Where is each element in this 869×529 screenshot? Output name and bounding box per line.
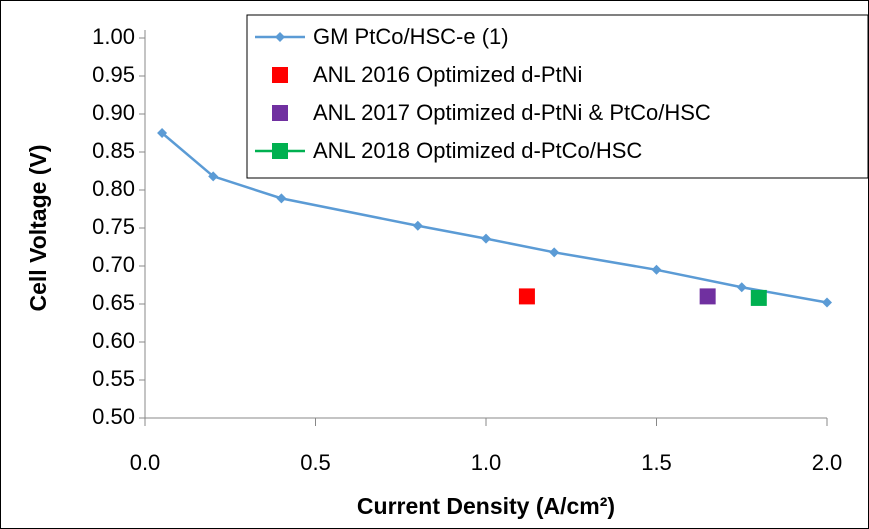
y-tick-label: 0.50 (92, 404, 135, 429)
y-tick-label: 0.90 (92, 100, 135, 125)
marker (272, 105, 288, 121)
y-tick-label: 0.60 (92, 328, 135, 353)
y-axis-label: Cell Voltage (V) (25, 145, 51, 312)
x-tick-label: 1.0 (471, 450, 502, 475)
y-tick-label: 0.75 (92, 214, 135, 239)
x-tick-label: 2.0 (812, 450, 843, 475)
marker (822, 297, 832, 308)
x-tick-label: 0.0 (130, 450, 161, 475)
y-tick-label: 0.85 (92, 138, 135, 163)
marker (736, 282, 747, 293)
y-tick-label: 0.55 (92, 366, 135, 391)
y-tick-label: 0.80 (92, 176, 135, 201)
x-axis-label: Current Density (A/cm²) (357, 493, 615, 519)
marker (699, 288, 716, 305)
x-tick-label: 1.5 (641, 450, 672, 475)
y-tick-label: 1.00 (92, 24, 135, 49)
marker (518, 288, 535, 305)
legend-box (246, 14, 869, 179)
marker (651, 264, 662, 275)
marker (208, 171, 219, 182)
marker (412, 220, 423, 231)
marker (157, 128, 168, 138)
legend-label: GM PtCo/HSC-e (1) (313, 24, 509, 49)
y-tick-label: 0.95 (92, 62, 135, 87)
marker (750, 289, 767, 306)
y-tick-label: 0.70 (92, 252, 135, 277)
marker (481, 233, 491, 244)
marker (272, 143, 288, 159)
legend-label: ANL 2016 Optimized d-PtNi (313, 62, 582, 87)
legend-label: ANL 2017 Optimized d-PtNi & PtCo/HSC (313, 100, 711, 125)
marker (275, 32, 285, 42)
marker (272, 67, 288, 83)
legend-label: ANL 2018 Optimized d-PtCo/HSC (313, 138, 642, 163)
marker (276, 193, 287, 204)
x-tick-label: 0.5 (300, 450, 331, 475)
marker (549, 247, 560, 258)
y-tick-label: 0.65 (92, 290, 135, 315)
